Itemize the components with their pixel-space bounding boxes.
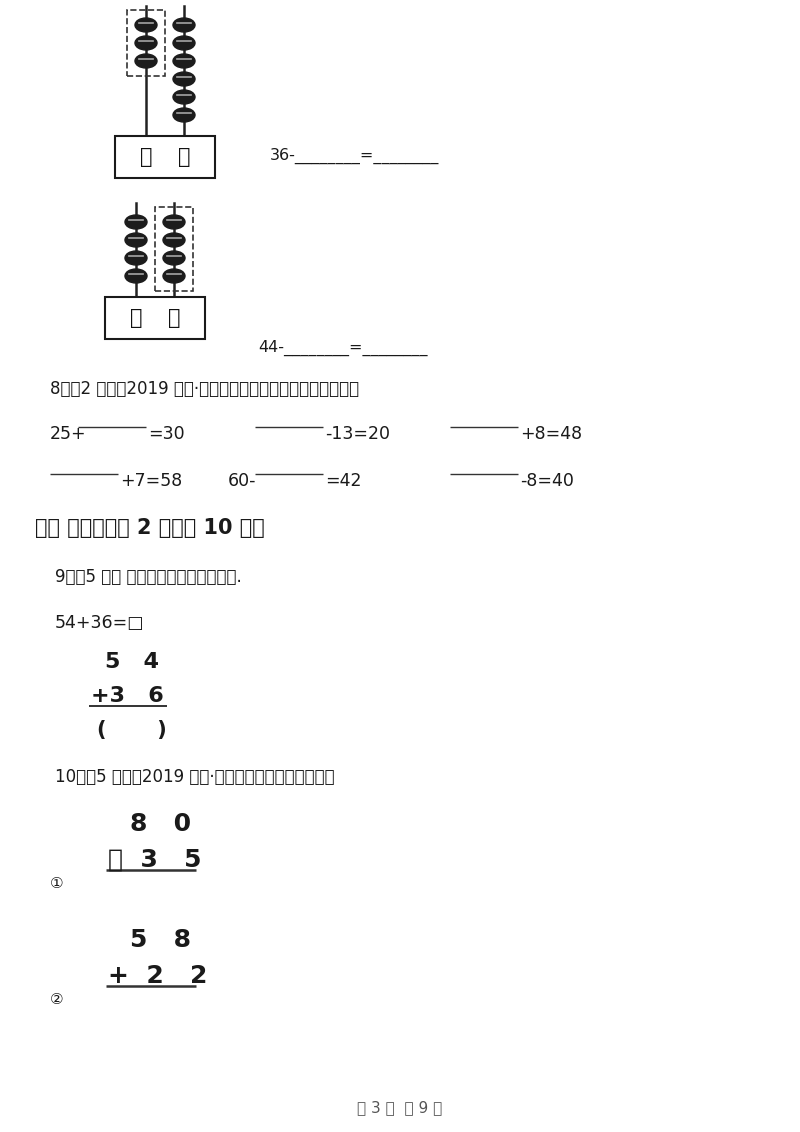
- Ellipse shape: [163, 251, 185, 265]
- Text: 个: 个: [168, 308, 180, 328]
- Ellipse shape: [163, 269, 185, 283]
- Ellipse shape: [125, 215, 147, 229]
- Text: ①: ①: [50, 876, 64, 891]
- Ellipse shape: [135, 18, 157, 32]
- Text: 44-________=________: 44-________=________: [258, 340, 427, 357]
- Text: 8．（2 分）（2019 一下·嘉陵期末）在横线上填上适当的数。: 8．（2 分）（2019 一下·嘉陵期末）在横线上填上适当的数。: [50, 380, 359, 398]
- Bar: [115, 136, 215, 178]
- Text: －  3   5: － 3 5: [108, 848, 202, 872]
- Ellipse shape: [173, 54, 195, 68]
- Bar: [155, 207, 193, 291]
- Ellipse shape: [173, 72, 195, 86]
- Ellipse shape: [125, 269, 147, 283]
- Text: +3   6: +3 6: [91, 686, 164, 706]
- Text: 十: 十: [140, 147, 152, 168]
- Ellipse shape: [125, 251, 147, 265]
- Ellipse shape: [173, 91, 195, 104]
- Text: 9．（5 分） 计算．（从上到下填写）.: 9．（5 分） 计算．（从上到下填写）.: [55, 568, 242, 586]
- Text: 5   8: 5 8: [130, 928, 191, 952]
- Text: 十: 十: [130, 308, 142, 328]
- Ellipse shape: [163, 215, 185, 229]
- Text: =42: =42: [325, 472, 362, 490]
- Text: ②: ②: [50, 992, 64, 1007]
- Ellipse shape: [163, 233, 185, 247]
- Text: 个: 个: [178, 147, 190, 168]
- Ellipse shape: [125, 233, 147, 247]
- Text: +8=48: +8=48: [520, 424, 582, 443]
- Text: 8   0: 8 0: [130, 812, 191, 837]
- Text: 36-________=________: 36-________=________: [270, 148, 439, 164]
- Ellipse shape: [135, 36, 157, 50]
- Text: -13=20: -13=20: [325, 424, 390, 443]
- Bar: [105, 297, 205, 338]
- Ellipse shape: [173, 18, 195, 32]
- Text: 25+: 25+: [50, 424, 86, 443]
- Text: +7=58: +7=58: [120, 472, 182, 490]
- Ellipse shape: [173, 36, 195, 50]
- Text: (       ): ( ): [97, 720, 166, 740]
- Text: 三、 计算题（共 2 题；共 10 分）: 三、 计算题（共 2 题；共 10 分）: [35, 518, 265, 538]
- Text: 10．（5 分）（2019 二上·营山期末）计算下面各题。: 10．（5 分）（2019 二上·营山期末）计算下面各题。: [55, 767, 334, 786]
- Text: -8=40: -8=40: [520, 472, 574, 490]
- Text: 60-: 60-: [228, 472, 257, 490]
- Ellipse shape: [135, 54, 157, 68]
- Text: 54+36=□: 54+36=□: [55, 614, 145, 632]
- Bar: [127, 10, 165, 76]
- Ellipse shape: [173, 108, 195, 122]
- Text: 第 3 页  共 9 页: 第 3 页 共 9 页: [358, 1100, 442, 1115]
- Text: +  2   2: + 2 2: [108, 964, 207, 988]
- Text: 5   4: 5 4: [105, 652, 159, 672]
- Text: =30: =30: [148, 424, 185, 443]
